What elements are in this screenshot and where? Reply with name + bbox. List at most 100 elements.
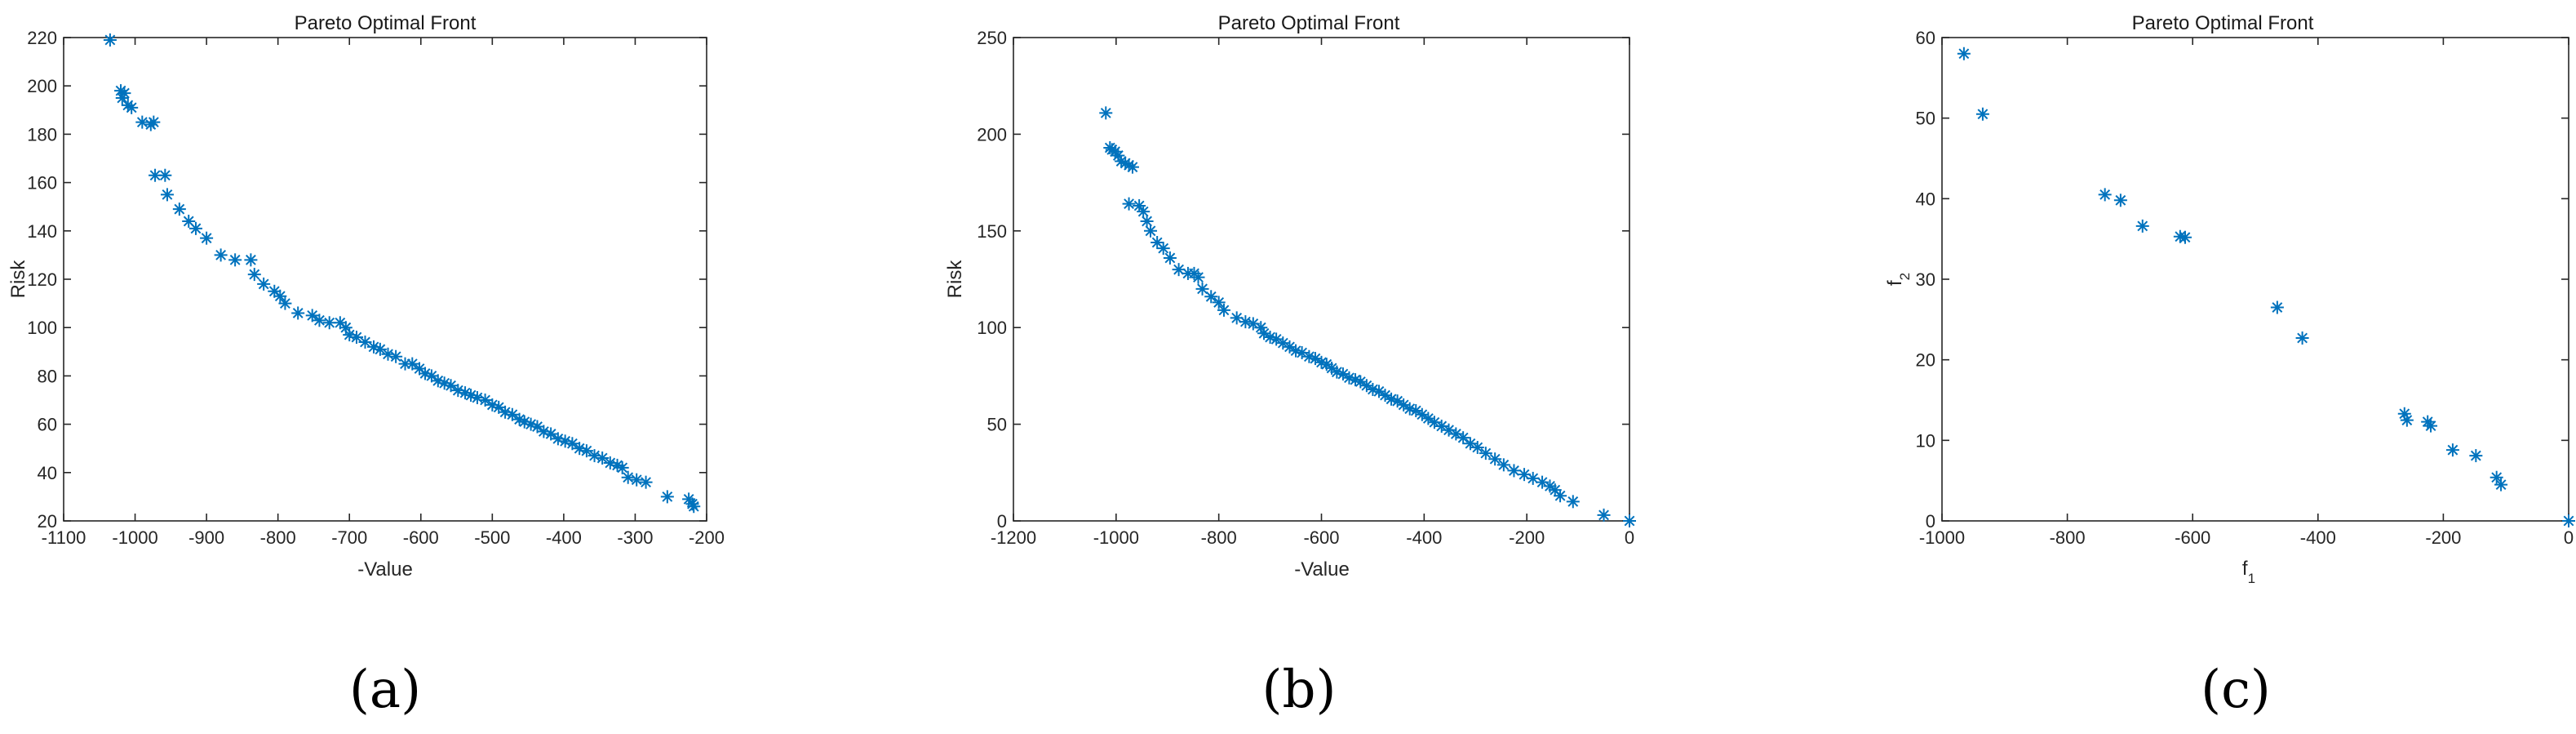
x-tick-label: -800: [2050, 527, 2086, 548]
y-tick-label: 200: [27, 76, 57, 96]
y-tick-label: 120: [27, 269, 57, 290]
data-point: [1403, 402, 1417, 416]
panel-b: Pareto Optimal Front -1200 -1000 -800 -600-…: [944, 12, 1636, 720]
data-point: [1156, 242, 1170, 256]
y-tick-label: 100: [977, 318, 1007, 338]
x-tick-label: -1000: [1919, 527, 1965, 548]
data-point: [1507, 464, 1521, 478]
data-point: [1254, 321, 1268, 335]
y-tick-label: 20: [38, 511, 57, 532]
data-point: [544, 427, 558, 441]
data-point: [565, 437, 579, 451]
data-point: [1163, 251, 1177, 265]
data-point: [349, 331, 363, 345]
plot-frame: [1941, 37, 2569, 522]
chart-title: Pareto Optimal Front: [295, 12, 477, 34]
data-point: [2424, 419, 2438, 433]
data-point: [1263, 331, 1277, 345]
y-axis-label-main: f: [1884, 280, 1906, 286]
data-point: [147, 115, 161, 129]
data-point: [1456, 431, 1470, 445]
chart-title: Pareto Optimal Front: [1218, 12, 1400, 34]
data-point: [172, 202, 186, 216]
data-point: [228, 253, 242, 267]
data-point: [2400, 413, 2414, 427]
caption-a: (a): [349, 660, 421, 720]
data-point: [2562, 514, 2575, 527]
data-point: [1204, 290, 1218, 304]
data-point: [1957, 47, 1971, 60]
data-point: [1140, 214, 1154, 228]
data-point: [121, 98, 135, 112]
data-point: [125, 100, 139, 114]
data-point: [1479, 447, 1492, 460]
y-tick-label: 80: [38, 366, 57, 386]
tick-group: -1100 -1000 -900 -800 -700 -600 -500 -400 -300 -2…: [27, 28, 725, 548]
data-point: [135, 115, 149, 129]
data-point: [1137, 205, 1151, 219]
plot-frame: [63, 37, 707, 522]
data-point: [1191, 270, 1205, 284]
x-tick-label: -400: [546, 527, 582, 548]
data-point: [1496, 458, 1510, 472]
data-point: [615, 460, 629, 474]
x-tick-label: 0: [2564, 527, 2574, 548]
x-axis-label: f1: [2242, 558, 2255, 586]
tick-group: -1200 -1000 -800 -600 -400 -200 0 0 50 100 150 200 2…: [977, 28, 1634, 548]
data-point: [115, 91, 129, 105]
y-tick-label: 10: [1916, 430, 1935, 451]
data-point: [244, 253, 258, 267]
series-points: [1957, 47, 2575, 527]
data-point: [1366, 382, 1380, 396]
data-point: [291, 306, 305, 320]
x-axis-label-subscript: 1: [2248, 571, 2255, 586]
y-tick-label: 60: [38, 415, 57, 435]
data-point: [322, 316, 336, 330]
y-tick-label: 150: [977, 221, 1007, 242]
x-axis-label-main: f: [2242, 558, 2248, 580]
y-tick-label: 180: [27, 124, 57, 145]
y-tick-label: 0: [1926, 511, 1935, 532]
y-tick-label: 140: [27, 221, 57, 242]
x-tick-label: -1000: [112, 527, 157, 548]
x-tick-label: -500: [474, 527, 510, 548]
y-tick-label: 50: [987, 415, 1007, 435]
y-tick-label: 220: [27, 28, 57, 48]
y-tick-label: 160: [27, 173, 57, 194]
data-point: [1597, 508, 1611, 522]
data-point: [1217, 303, 1230, 317]
x-tick-label: -200: [689, 527, 725, 548]
data-point: [621, 470, 635, 484]
y-tick-label: 30: [1916, 269, 1935, 290]
x-tick-label: -200: [1509, 527, 1545, 548]
x-tick-label: -600: [2175, 527, 2210, 548]
data-point: [660, 490, 674, 504]
series-points: [1099, 106, 1636, 527]
y-tick-label: 0: [997, 511, 1007, 532]
data-point: [505, 407, 519, 421]
x-tick-label: -1200: [991, 527, 1036, 548]
data-point: [579, 444, 593, 458]
y-tick-label: 60: [1916, 28, 1935, 48]
y-tick-label: 250: [977, 28, 1007, 48]
y-tick-label: 40: [38, 463, 57, 483]
data-point: [1566, 495, 1580, 509]
data-point: [373, 342, 387, 356]
y-axis-label-subscript: 2: [1897, 273, 1913, 280]
data-point: [687, 500, 701, 514]
x-tick-label: 0: [1625, 527, 1634, 548]
data-point: [2490, 470, 2503, 484]
data-point: [2178, 230, 2192, 244]
y-axis-label: Risk: [7, 260, 29, 299]
x-tick-label: -400: [2300, 527, 2336, 548]
y-tick-label: 200: [977, 124, 1007, 145]
data-point: [188, 221, 202, 235]
y-tick-label: 50: [1916, 109, 1935, 129]
x-tick-label: -800: [1201, 527, 1237, 548]
x-tick-label: -600: [1303, 527, 1339, 548]
y-tick-label: 100: [27, 318, 57, 338]
data-point: [313, 314, 326, 327]
y-tick-label: 20: [1916, 350, 1935, 371]
data-point: [358, 335, 372, 349]
data-point: [1623, 514, 1636, 527]
